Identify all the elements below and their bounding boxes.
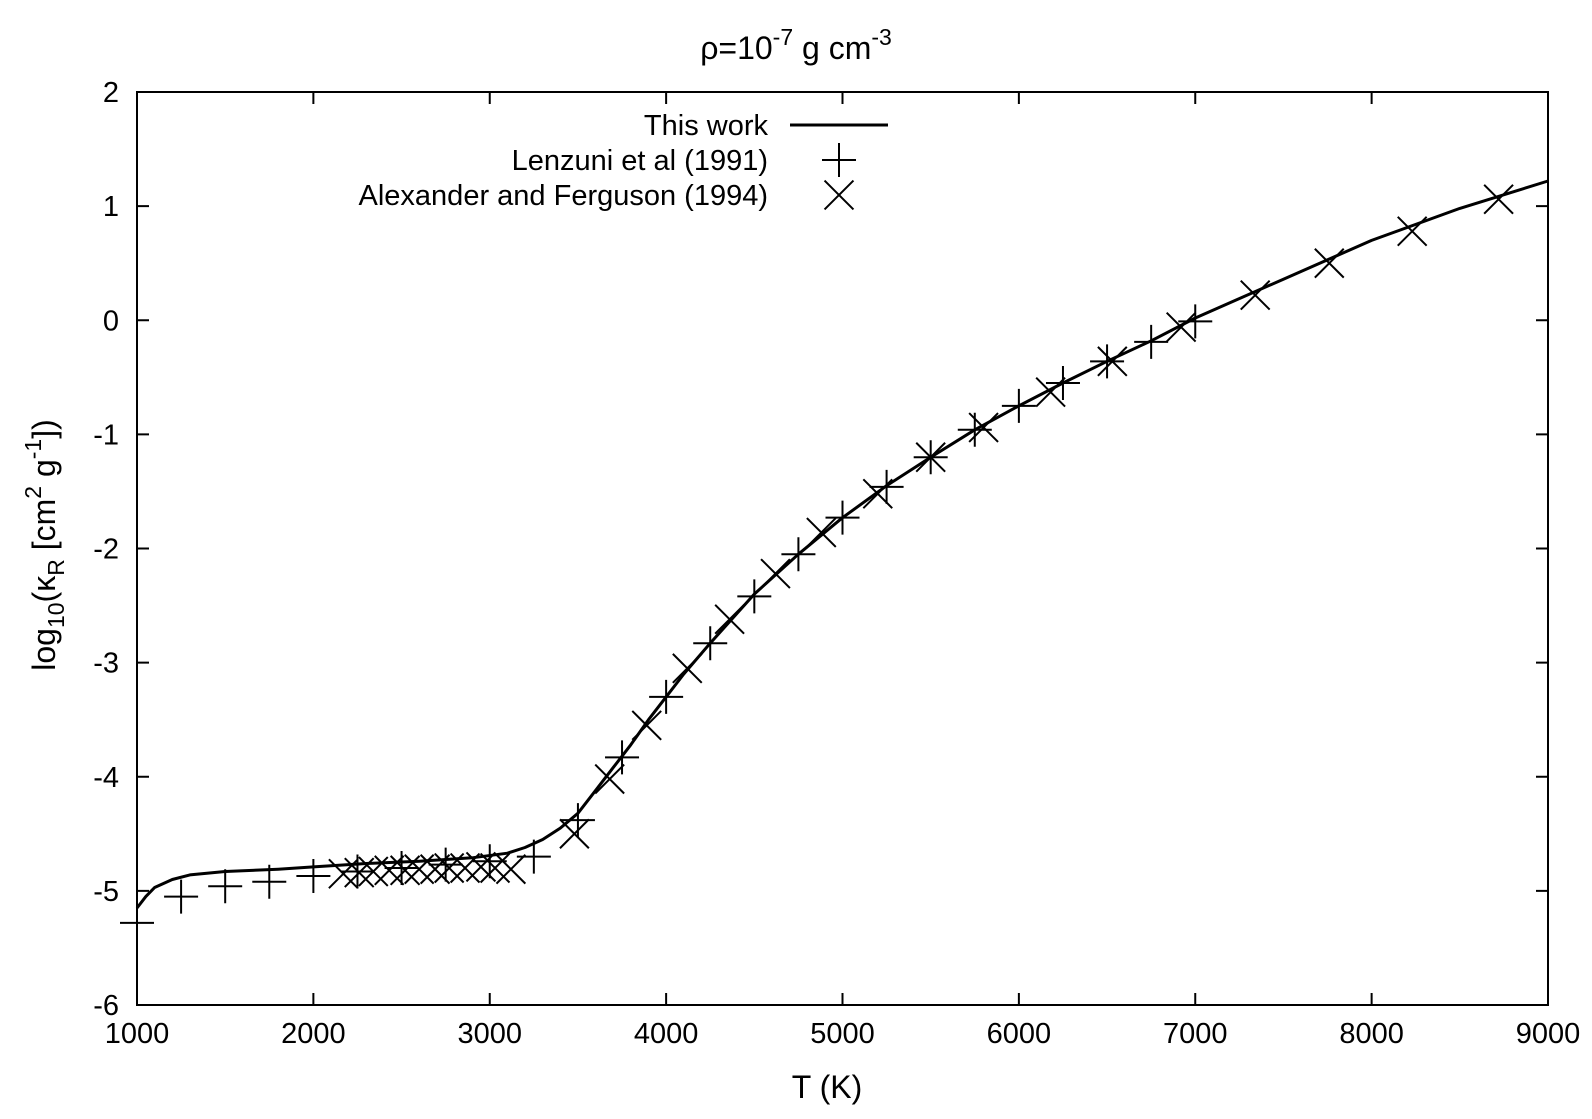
series-0: [135, 179, 1549, 909]
y-tick-label: -5: [93, 876, 119, 908]
alexander-ferguson-point: [714, 604, 745, 635]
y-tick-label: -2: [93, 534, 119, 566]
alexander-ferguson-point: [1314, 248, 1345, 279]
lenzuni-point: [737, 579, 772, 614]
y-tick-label: -4: [93, 762, 119, 794]
lenzuni-point: [869, 469, 904, 504]
alexander-ferguson-point: [328, 858, 359, 889]
alexander-ferguson-point: [1165, 311, 1197, 343]
y-tick-label: -6: [93, 990, 119, 1022]
lenzuni-point: [781, 537, 816, 572]
alexander-ferguson-point: [1397, 216, 1428, 247]
alexander-ferguson-point: [465, 851, 497, 883]
series-1: [120, 304, 1213, 940]
lenzuni-point: [1134, 324, 1169, 359]
lenzuni-point: [208, 869, 243, 904]
x-tick-label: 7000: [1163, 1018, 1228, 1050]
y-tick-label: -3: [93, 648, 119, 680]
y-tick-label: -1: [93, 419, 119, 451]
alexander-ferguson-point: [449, 852, 481, 884]
alexander-ferguson-point: [760, 558, 791, 589]
lenzuni-point: [693, 626, 728, 661]
lenzuni-point: [296, 859, 331, 894]
alexander-ferguson-point: [389, 855, 421, 886]
x-tick-label: 8000: [1339, 1018, 1404, 1050]
legend-label: Lenzuni et al (1991): [512, 145, 768, 177]
alexander-ferguson-point: [631, 710, 662, 741]
plot-frame: [136, 91, 1549, 1006]
alexander-ferguson-point: [968, 412, 999, 443]
alexander-ferguson-point: [559, 818, 590, 849]
lenzuni-point: [252, 864, 287, 899]
alexander-ferguson-point: [344, 857, 375, 888]
legend-plus-sample: [822, 143, 856, 177]
lenzuni-point: [649, 679, 684, 714]
legend-cross-sample: [823, 179, 855, 211]
this-work-line: [135, 179, 1549, 909]
alexander-ferguson-point: [479, 852, 511, 884]
lenzuni-point: [560, 803, 595, 838]
alexander-ferguson-point: [419, 854, 451, 885]
x-tick-label: 5000: [810, 1018, 875, 1050]
y-tick-label: 0: [103, 305, 119, 337]
lenzuni-point: [1045, 366, 1080, 401]
x-tick-label: 3000: [457, 1018, 522, 1050]
x-axis-label: T (K): [792, 1069, 863, 1105]
alexander-ferguson-point: [594, 763, 625, 795]
x-tick-label: 4000: [634, 1018, 699, 1050]
y-axis-label: log10(κR [cm2 g-1]): [20, 419, 69, 671]
series-2: [328, 184, 1514, 889]
series-layer: [120, 179, 1549, 940]
alexander-ferguson-point: [1097, 346, 1128, 377]
alexander-ferguson-point: [672, 653, 703, 684]
x-tick-label: 9000: [1516, 1018, 1581, 1050]
lenzuni-point: [516, 839, 551, 874]
alexander-ferguson-point: [1035, 376, 1066, 408]
alexander-ferguson-point: [495, 854, 527, 885]
alexander-ferguson-point: [1483, 184, 1514, 215]
alexander-ferguson-point: [1240, 279, 1271, 311]
lenzuni-point: [605, 740, 640, 775]
alexander-ferguson-point: [358, 856, 389, 887]
alexander-ferguson-point: [404, 854, 435, 885]
lenzuni-point: [1090, 344, 1125, 379]
x-tick-label: 1000: [105, 1018, 170, 1050]
lenzuni-point: [1001, 388, 1036, 423]
alexander-ferguson-point: [806, 517, 837, 548]
lenzuni-point: [1178, 304, 1213, 339]
alexander-ferguson-point: [374, 855, 405, 886]
x-tick-label: 6000: [987, 1018, 1052, 1050]
legend-label: Alexander and Ferguson (1994): [359, 180, 768, 212]
y-tick-label: 1: [103, 191, 119, 223]
alexander-ferguson-point: [434, 852, 465, 884]
legend-label: This work: [644, 110, 769, 142]
alexander-ferguson-point: [915, 442, 946, 473]
alexander-ferguson-point: [862, 478, 893, 509]
chart-title: ρ=10-7 g cm-3: [700, 24, 892, 66]
y-tick-label: 2: [103, 77, 119, 109]
x-tick-label: 2000: [281, 1018, 346, 1050]
lenzuni-point: [164, 879, 199, 914]
lenzuni-point: [825, 500, 860, 535]
axis-ticks: 1000 2000 3000 4000 5000 6000 7000 8000 9000 -6 -5…: [93, 77, 1580, 1050]
